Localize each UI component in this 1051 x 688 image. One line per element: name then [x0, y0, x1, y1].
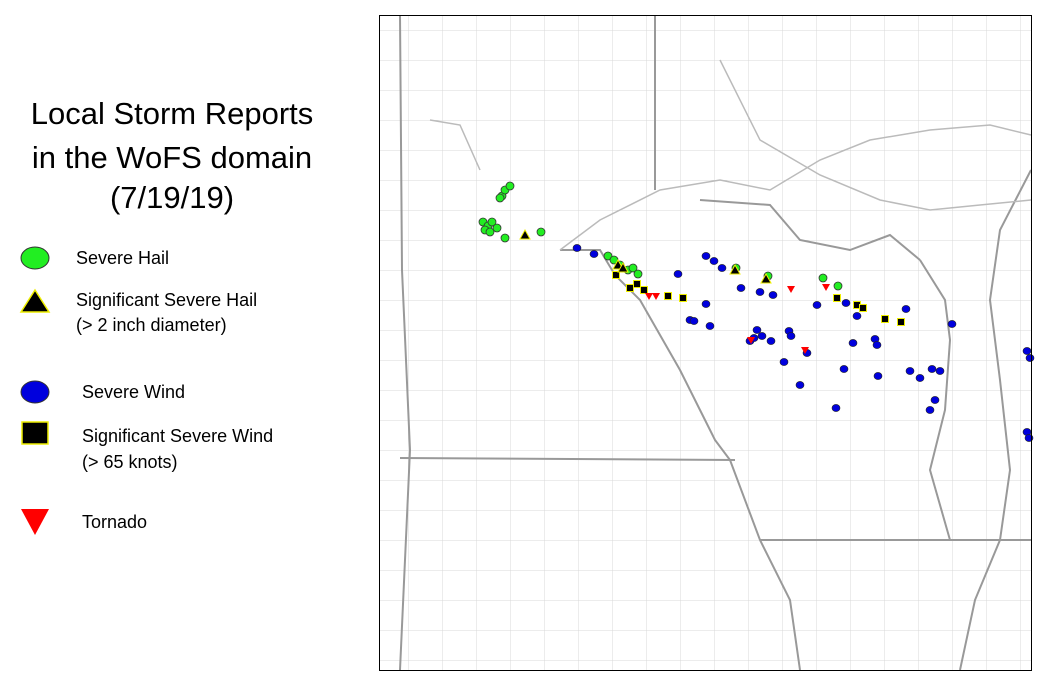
hail-report: [492, 223, 502, 233]
wind-report: [831, 404, 841, 412]
wind-report: [572, 244, 582, 252]
legend-label: Severe Hail: [76, 248, 169, 268]
county-grid: [379, 15, 1031, 670]
hail-report: [833, 281, 843, 291]
state-borders: [399, 14, 1032, 671]
legend-note: (> 2 inch diameter): [76, 315, 227, 335]
sig-wind-report: [626, 284, 634, 292]
wind-report: [786, 332, 796, 340]
wind-report: [925, 406, 935, 414]
legend-label: Tornado: [82, 512, 147, 532]
wind-report: [705, 322, 715, 330]
wind-report: [1022, 347, 1032, 355]
tornado-report: [801, 347, 809, 354]
legend-sig-wind-symbol: [21, 421, 49, 445]
legend-note: (> 65 knots): [82, 452, 178, 472]
hail-report: [500, 233, 510, 243]
hail-report: [505, 181, 515, 191]
tornado-report: [652, 293, 660, 300]
sig-wind-report: [859, 304, 867, 312]
legend-hail-symbol: [20, 246, 50, 270]
sig-wind-report: [612, 271, 620, 279]
title-line: Local Storm Reports: [31, 96, 314, 131]
map-frame: [379, 15, 1032, 671]
wind-report: [701, 252, 711, 260]
legend-sig-hail-symbol: [19, 288, 51, 313]
tornado-report: [822, 284, 830, 291]
title-line: (7/19/19): [110, 180, 234, 215]
wind-report: [872, 341, 882, 349]
wind-report: [1025, 354, 1035, 362]
wind-report: [901, 305, 911, 313]
wind-report: [701, 300, 711, 308]
hail-report: [495, 193, 505, 203]
wind-report: [795, 381, 805, 389]
wind-report: [689, 317, 699, 325]
sig-wind-report: [679, 294, 687, 302]
sig-wind-report: [640, 286, 648, 294]
legend-label: Severe Wind: [82, 382, 185, 402]
hail-report: [536, 227, 546, 237]
wind-report: [841, 299, 851, 307]
wind-report: [812, 301, 822, 309]
hail-report: [628, 263, 638, 273]
sig-hail-report: [519, 228, 531, 240]
wind-report: [757, 332, 767, 340]
sig-wind-report: [833, 294, 841, 302]
sig-wind-report: [881, 315, 889, 323]
wind-report: [930, 396, 940, 404]
wind-report: [717, 264, 727, 272]
legend-wind-symbol: [20, 380, 50, 404]
hail-report: [818, 273, 828, 283]
wind-report: [848, 339, 858, 347]
wind-report: [905, 367, 915, 375]
hail-report: [603, 251, 613, 261]
sig-hail-report: [760, 272, 772, 284]
coastline: [429, 59, 1032, 251]
legend-label: Significant Severe Hail: [76, 290, 257, 310]
wind-report: [839, 365, 849, 373]
wind-report: [947, 320, 957, 328]
legend-label: Significant Severe Wind: [82, 426, 273, 446]
sig-wind-report: [633, 280, 641, 288]
wind-report: [766, 337, 776, 345]
wind-report: [673, 270, 683, 278]
storm-reports: [478, 181, 1035, 442]
wind-report: [755, 288, 765, 296]
tornado-report: [787, 286, 795, 293]
sig-wind-report: [664, 292, 672, 300]
hail-report: [633, 269, 643, 279]
tornado-report: [747, 337, 755, 344]
hail-report: [485, 227, 495, 237]
wind-report: [915, 374, 925, 382]
sig-wind-report: [897, 318, 905, 326]
wind-report: [779, 358, 789, 366]
sig-hail-report: [729, 263, 741, 275]
hail-report: [487, 217, 497, 227]
legend-tornado-symbol: [21, 509, 49, 535]
wind-report: [873, 372, 883, 380]
wind-report: [589, 250, 599, 258]
wind-report: [736, 284, 746, 292]
wind-report: [752, 326, 762, 334]
wind-report: [709, 257, 719, 265]
wind-report: [852, 312, 862, 320]
title-line: in the WoFS domain: [32, 140, 312, 175]
wind-report: [935, 367, 945, 375]
legend: Severe Hail Significant Severe Hail (> 2…: [19, 246, 273, 535]
map: [379, 14, 1035, 671]
wind-report: [927, 365, 937, 373]
wind-report: [768, 291, 778, 299]
tornado-report: [645, 293, 653, 300]
sig-hail-report: [617, 261, 629, 273]
